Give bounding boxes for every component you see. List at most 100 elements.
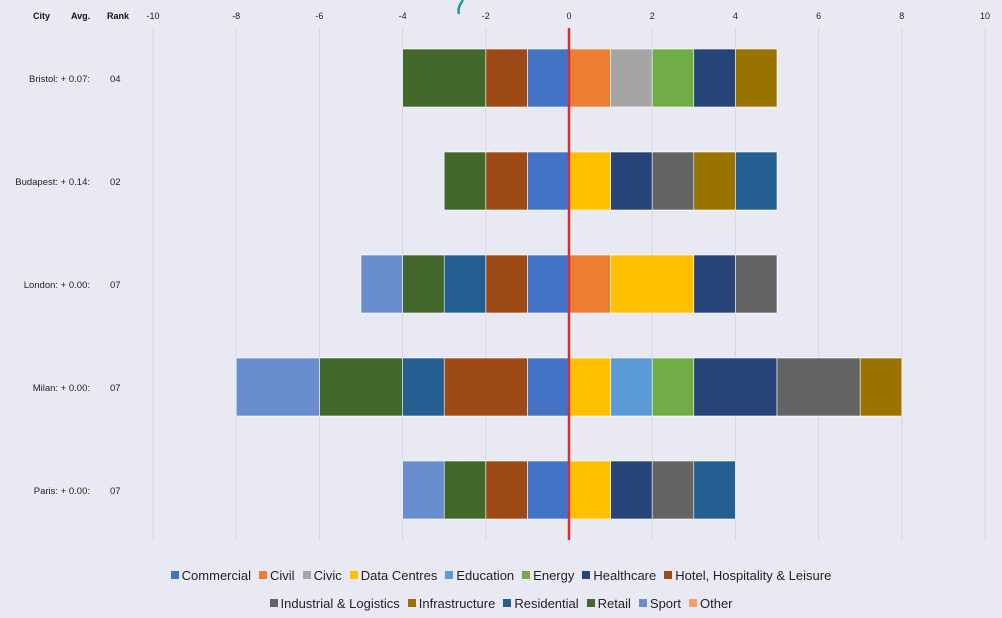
x-tick-label: 4: [733, 11, 738, 21]
legend-swatch: [269, 599, 278, 607]
legend-row: Industrial & Logistics Infrastructure Resi…: [0, 590, 1002, 618]
bar-segment: [693, 48, 736, 108]
legend-item: Other: [688, 590, 733, 618]
row-label-city-avg: Budapest: + 0.14:: [15, 177, 90, 188]
bar-segment: [402, 460, 445, 520]
row-label-city-avg: London: + 0.00:: [24, 280, 90, 291]
bar-segment: [610, 151, 653, 211]
decorative-arc: [457, 0, 465, 15]
bar-segment: [485, 151, 528, 211]
legend-item: Data Centres: [349, 562, 438, 590]
row-label-city-avg: Milan: + 0.00:: [33, 383, 90, 394]
legend-swatch: [407, 599, 416, 607]
bar-segment: [402, 254, 445, 314]
row-label-rank: 04: [110, 74, 121, 85]
legend-swatch: [503, 599, 512, 607]
legend-item: Industrial & Logistics: [269, 590, 400, 618]
bar-segment: [610, 48, 653, 108]
bar-segment: [235, 357, 320, 417]
x-tick-label: -4: [399, 11, 407, 21]
x-tick-label: 8: [899, 11, 904, 21]
legend-item: Sport: [638, 590, 681, 618]
legend-label: Data Centres: [360, 568, 438, 583]
legend-label: Commercial: [181, 568, 252, 583]
header-city: City: [33, 11, 50, 21]
bar-segment: [402, 357, 445, 417]
legend-item: Civil: [259, 562, 295, 590]
legend-label: Education: [456, 568, 515, 583]
x-tick-label: -6: [315, 11, 323, 21]
legend-label: Civic: [313, 568, 342, 583]
bar-segment: [568, 460, 611, 520]
bar-segment: [402, 48, 487, 108]
stacked-bar-chart: -10 -8 -6 -4 -2 0 2 4 6 8 10 City Avg. Rank Bristo…: [15, 0, 990, 540]
legend-item: Retail: [586, 590, 631, 618]
bar-segment: [610, 460, 653, 520]
bar-segment: [527, 151, 570, 211]
bars: [235, 48, 903, 520]
header-avg: Avg.: [71, 11, 90, 21]
bar-segment: [735, 151, 778, 211]
legend-label: Retail: [597, 596, 631, 611]
bar-segment: [610, 254, 695, 314]
row-label-city-avg: Bristol: + 0.07:: [29, 74, 90, 85]
legend-label: Energy: [533, 568, 575, 583]
legend-label: Civil: [270, 568, 295, 583]
legend-item: Civic: [302, 562, 342, 590]
header-rank: Rank: [107, 11, 130, 21]
bar-segment: [693, 151, 736, 211]
bar-segment: [693, 357, 778, 417]
bar-segment: [693, 254, 736, 314]
bar-segment: [776, 357, 861, 417]
bar-segment: [651, 151, 695, 211]
row-label-rank: 07: [110, 383, 121, 394]
bar-segment: [360, 254, 403, 314]
x-tick-label: 2: [650, 11, 655, 21]
legend: Commercial Civil Civic Data Centres Educatio…: [0, 562, 1002, 618]
bar-segment: [527, 48, 570, 108]
bar-segment: [651, 460, 695, 520]
bar-segment: [735, 48, 778, 108]
legend-row: Commercial Civil Civic Data Centres Educatio…: [0, 562, 1002, 590]
bar-segment: [319, 357, 403, 417]
legend-label: Other: [699, 596, 733, 611]
legend-swatch: [638, 599, 647, 607]
legend-swatch: [688, 599, 697, 607]
bar-segment: [735, 254, 778, 314]
legend-label: Sport: [649, 596, 681, 611]
legend-swatch: [586, 599, 595, 607]
legend-swatch: [170, 571, 179, 579]
legend-swatch: [445, 571, 454, 579]
bar-segment: [527, 254, 570, 314]
legend-swatch: [302, 571, 311, 579]
legend-label: Healthcare: [593, 568, 657, 583]
row-label-city-avg: Paris: + 0.00:: [34, 486, 90, 497]
bar-segment: [568, 48, 611, 108]
legend-swatch: [349, 571, 358, 579]
bar-segment: [651, 357, 695, 417]
row-label-rank: 07: [110, 280, 121, 291]
bar-segment: [693, 460, 736, 520]
legend-item: Education: [445, 562, 514, 590]
x-tick-label: 0: [566, 11, 571, 21]
bar-segment: [859, 357, 903, 417]
legend-label: Residential: [514, 596, 579, 611]
legend-label: Industrial & Logistics: [280, 596, 400, 611]
bar-segment: [527, 357, 570, 417]
legend-item: Energy: [522, 562, 574, 590]
legend-item: Hotel, Hospitality & Leisure: [664, 562, 831, 590]
legend-swatch: [522, 571, 531, 579]
bar-segment: [443, 357, 528, 417]
bar-segment: [485, 48, 528, 108]
legend-swatch: [664, 571, 673, 579]
bar-segment: [443, 460, 487, 520]
legend-label: Hotel, Hospitality & Leisure: [675, 568, 832, 583]
legend-swatch: [259, 571, 268, 579]
x-axis-ticks: -10 -8 -6 -4 -2 0 2 4 6 8 10: [146, 11, 990, 21]
x-tick-label: 10: [980, 11, 990, 21]
x-tick-label: -10: [146, 11, 159, 21]
row-label-rank: 07: [110, 486, 121, 497]
bar-segment: [443, 254, 487, 314]
legend-label: Infrastructure: [418, 596, 496, 611]
bar-segment: [610, 357, 653, 417]
